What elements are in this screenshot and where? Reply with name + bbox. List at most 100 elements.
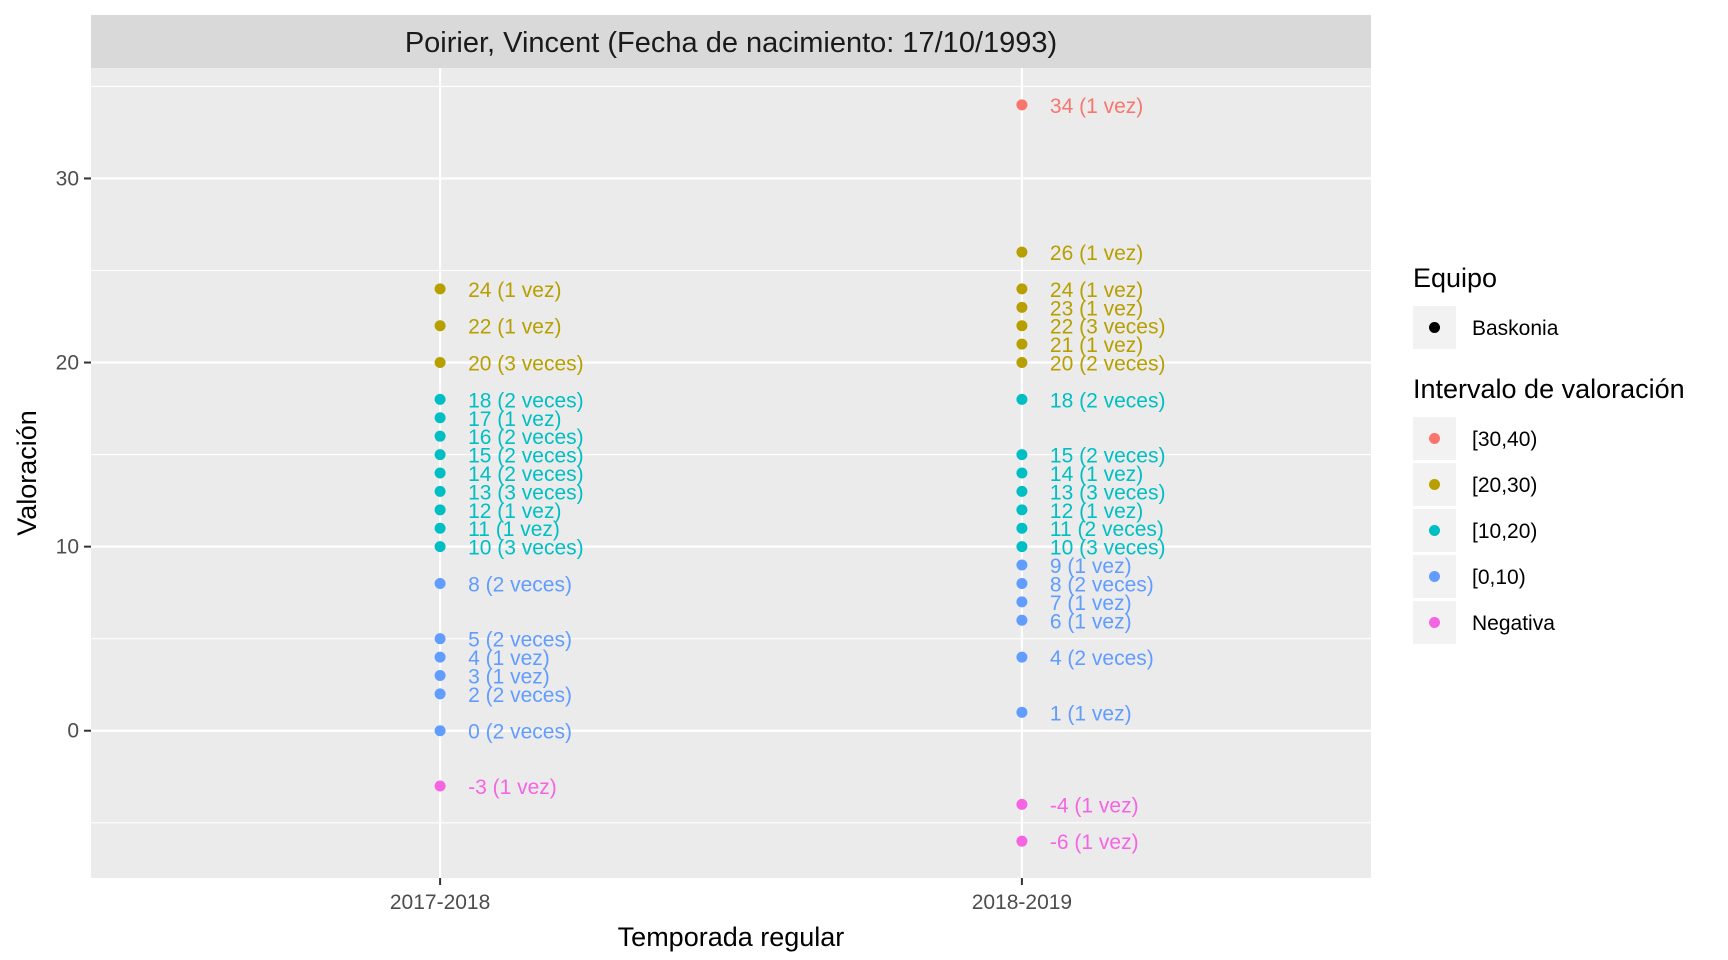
data-label: 26 (1 vez): [1050, 242, 1143, 265]
legend-symbol: [1429, 617, 1440, 628]
data-point: [1016, 393, 1028, 405]
x-axis: 2017-2018 2018-2019: [390, 878, 1072, 914]
data-label: 15 (2 veces): [468, 445, 584, 468]
data-label: 18 (2 veces): [468, 389, 584, 412]
data-label: 14 (2 veces): [468, 463, 584, 486]
data-point: [434, 467, 446, 479]
legend-label: [30,40): [1472, 428, 1537, 451]
data-label: 34 (1 vez): [1050, 95, 1143, 118]
data-point: [434, 780, 446, 792]
data-label: 20 (3 veces): [468, 353, 584, 376]
data-label: 20 (2 veces): [1050, 353, 1166, 376]
data-label: 10 (3 veces): [1050, 537, 1166, 560]
data-label: 13 (3 veces): [1050, 481, 1166, 504]
data-point: [1016, 504, 1028, 516]
data-point: [434, 633, 446, 645]
y-tick-label: 20: [56, 352, 79, 375]
data-label: 11 (1 vez): [468, 518, 560, 541]
legend-title: Intervalo de valoración: [1413, 374, 1685, 404]
data-label: 23 (1 vez): [1050, 297, 1143, 320]
data-point: [1016, 99, 1028, 111]
data-label: 9 (1 vez): [1050, 555, 1132, 578]
data-label: 10 (3 veces): [468, 537, 584, 560]
data-point: [434, 725, 446, 737]
data-label: 15 (2 veces): [1050, 445, 1166, 468]
data-label: 13 (3 veces): [468, 481, 584, 504]
data-label: 3 (1 vez): [468, 666, 550, 689]
data-point: [434, 430, 446, 442]
data-point: [434, 357, 446, 369]
legend-label: Negativa: [1472, 612, 1555, 635]
data-point: [1016, 798, 1028, 810]
data-label: 1 (1 vez): [1050, 702, 1132, 725]
data-point: [1016, 449, 1028, 461]
data-point: [434, 651, 446, 663]
y-tick-label: 10: [56, 536, 79, 559]
data-label: 8 (2 veces): [468, 573, 572, 596]
legend-label: Baskonia: [1472, 317, 1559, 340]
data-label: -6 (1 vez): [1050, 831, 1139, 854]
data-point: [1016, 485, 1028, 497]
data-point: [434, 504, 446, 516]
legend-label: [20,30): [1472, 474, 1537, 497]
data-point: [434, 670, 446, 681]
chart-title: Poirier, Vincent (Fecha de nacimiento: 1…: [405, 27, 1057, 59]
data-point: [1016, 338, 1028, 350]
x-axis-title: Temporada regular: [618, 922, 845, 952]
legend-label: [10,20): [1472, 520, 1537, 543]
data-labels: 24 (1 vez) 22 (1 vez) 20 (3 veces) 18 (2 ve…: [468, 95, 1165, 854]
facet-strip: [91, 15, 1371, 68]
data-point: [434, 485, 446, 497]
legend-symbol: [1429, 322, 1440, 333]
data-label: 8 (2 veces): [1050, 573, 1154, 596]
data-label: 6 (1 vez): [1050, 610, 1132, 633]
data-point: [1016, 596, 1028, 608]
y-axis: 0 10 20 30: [56, 167, 91, 743]
data-point: [434, 393, 446, 405]
data-point: [434, 283, 446, 295]
data-point: [1016, 467, 1028, 479]
legend-symbol: [1429, 571, 1440, 582]
data-label: 0 (2 veces): [468, 721, 572, 744]
y-axis-title: Valoración: [12, 410, 42, 536]
legend-title: Equipo: [1413, 263, 1497, 293]
data-label: 2 (2 veces): [468, 684, 572, 707]
data-label: 21 (1 vez): [1050, 334, 1143, 357]
data-point: [434, 688, 446, 700]
legend-label: [0,10): [1472, 566, 1526, 589]
data-point: [434, 541, 446, 553]
data-label: 5 (2 veces): [468, 629, 572, 652]
data-point: [1016, 706, 1028, 718]
data-label: 4 (1 vez): [468, 647, 550, 670]
data-point: [1016, 559, 1028, 571]
data-point: [434, 320, 446, 332]
data-points: [434, 99, 1028, 847]
data-point: [1016, 283, 1028, 295]
legend-symbol: [1429, 433, 1440, 444]
data-label: 18 (2 veces): [1050, 389, 1166, 412]
data-point: [434, 577, 446, 589]
data-point: [1016, 357, 1028, 369]
data-label: 16 (2 veces): [468, 426, 584, 449]
data-point: [1016, 320, 1028, 332]
x-tick-label: 2018-2019: [972, 891, 1072, 914]
legend: Equipo Baskonia Intervalo de valoración [30…: [1413, 263, 1685, 644]
data-point: [1016, 835, 1028, 847]
data-label: 11 (2 veces): [1050, 518, 1164, 541]
data-label: -3 (1 vez): [468, 776, 557, 799]
data-point: [434, 412, 446, 424]
data-label: 12 (1 vez): [1050, 500, 1143, 523]
data-label: 22 (1 vez): [468, 316, 561, 339]
data-point: [1016, 522, 1028, 534]
data-point: [1016, 541, 1028, 553]
data-point: [1016, 614, 1028, 626]
data-point: [434, 449, 446, 461]
data-label: -4 (1 vez): [1050, 794, 1139, 817]
plot-panel: [91, 68, 1371, 878]
data-label: 4 (2 veces): [1050, 647, 1154, 670]
legend-symbol: [1429, 525, 1440, 536]
y-tick-label: 0: [67, 720, 79, 743]
data-label: 22 (3 veces): [1050, 316, 1166, 339]
data-label: 24 (1 vez): [1050, 279, 1143, 302]
